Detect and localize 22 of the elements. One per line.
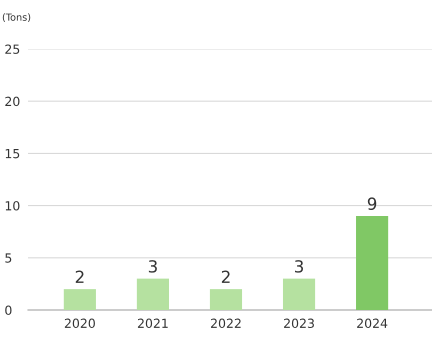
bar (64, 289, 96, 310)
bar (356, 216, 388, 310)
x-tick-label: 2023 (284, 318, 314, 328)
x-tick-label: 2024 (357, 318, 388, 328)
y-tick-label: 20 (5, 96, 20, 106)
bar (210, 289, 242, 310)
y-axis-title: (Tons) (2, 13, 30, 22)
y-tick-label: 0 (5, 305, 12, 315)
bar (136, 278, 169, 310)
y-tick-label: 15 (6, 149, 20, 158)
data-label: 3 (148, 260, 157, 273)
y-tick-label: 25 (5, 44, 20, 54)
data-label: 2 (222, 270, 230, 283)
y-tick-label: 5 (5, 253, 12, 263)
x-tick-label: 2022 (210, 318, 241, 328)
data-label: 3 (295, 260, 304, 273)
y-tick-label: 10 (6, 201, 20, 211)
x-tick-label: 2021 (138, 318, 168, 328)
bar (282, 278, 316, 310)
data-label: 9 (368, 197, 376, 210)
data-label: 2 (76, 270, 84, 283)
x-tick-label: 2020 (64, 318, 95, 328)
